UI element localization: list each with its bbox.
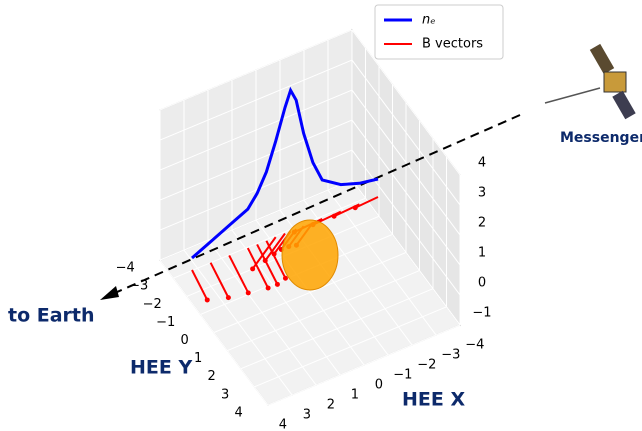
sun: [282, 220, 338, 290]
vector-head: [246, 290, 251, 295]
y-tick-label: 4: [235, 405, 243, 420]
x-tick-label: 0: [375, 377, 383, 392]
x-tick-label: 1: [351, 387, 359, 402]
z-tick-label: 1: [478, 245, 486, 260]
z-tick-label: 2: [478, 215, 486, 230]
spacecraft: [545, 44, 636, 119]
vector-head: [332, 214, 337, 219]
vector-head: [272, 251, 277, 256]
vector-head: [283, 276, 288, 281]
axis-label: HEE Y: [130, 357, 192, 379]
x-tick-label: −4: [465, 337, 484, 352]
y-tick-label: −4: [116, 261, 135, 276]
annotation: Messenger: [560, 130, 642, 146]
y-tick-label: 0: [181, 333, 189, 348]
axis-label: HEE X: [402, 389, 465, 411]
legend-label: nₑ: [422, 13, 436, 28]
z-tick-label: 3: [478, 185, 486, 200]
legend-label: B vectors: [422, 37, 483, 52]
vector-head: [275, 282, 280, 287]
z-tick-label: 4: [478, 155, 486, 170]
y-tick-label: 2: [208, 369, 216, 384]
vector-head: [263, 258, 268, 263]
x-tick-label: −3: [441, 347, 460, 362]
z-tick-label: 0: [478, 275, 486, 290]
legend: nₑ B vectors: [375, 5, 503, 59]
z-tick-label: −1: [472, 305, 491, 320]
x-tick-label: 3: [303, 407, 311, 422]
vector-head: [266, 286, 271, 291]
y-tick-label: −2: [143, 297, 162, 312]
vector-head: [250, 266, 255, 271]
x-tick-label: 4: [279, 417, 287, 431]
x-tick-label: −2: [417, 357, 436, 372]
vector-head: [353, 205, 358, 210]
y-tick-label: −1: [156, 315, 175, 330]
vector-head: [205, 297, 210, 302]
x-tick-label: 2: [327, 397, 335, 412]
annotation: to Earth: [8, 305, 95, 327]
y-tick-label: 3: [221, 387, 229, 402]
vector-head: [226, 295, 231, 300]
y-tick-label: 1: [194, 351, 202, 366]
x-tick-label: −1: [393, 367, 412, 382]
chart: −4−3−2−101234−4−3−2−101234−101234 to Ear…: [0, 0, 642, 431]
arrow-head: [100, 286, 119, 300]
